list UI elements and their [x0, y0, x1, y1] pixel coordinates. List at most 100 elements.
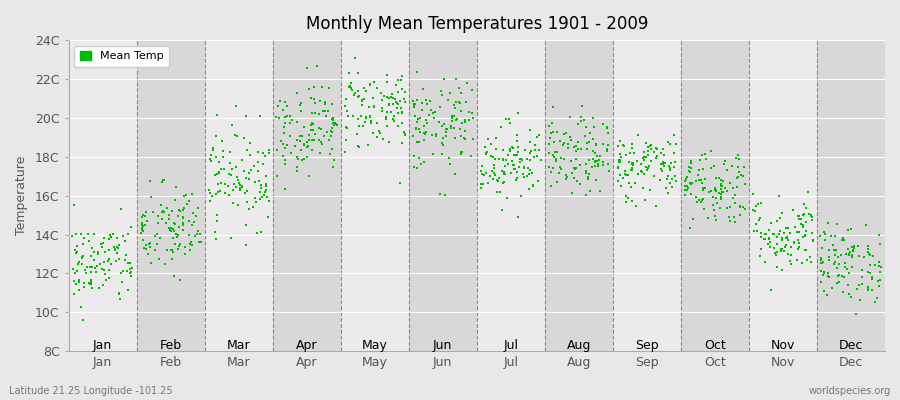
Point [443, 89, 457, 96]
Point [77, 267, 92, 273]
Point [435, 92, 449, 98]
Point [202, 198, 217, 204]
Point [407, 153, 421, 160]
Point [116, 233, 130, 240]
Point [720, 188, 734, 194]
Point [792, 240, 806, 246]
Point [277, 186, 292, 193]
Point [600, 142, 615, 149]
Point [550, 128, 564, 135]
Point [512, 159, 526, 165]
Point [428, 109, 442, 116]
Point [103, 256, 117, 262]
Point [223, 149, 238, 156]
Point [664, 159, 679, 166]
Point [325, 101, 339, 107]
Point [69, 268, 84, 274]
Point [447, 135, 462, 142]
Point [124, 273, 139, 279]
Point [646, 149, 661, 155]
Point [754, 200, 769, 206]
Point [610, 164, 625, 171]
Point [273, 115, 287, 121]
Point [619, 172, 634, 178]
Point [796, 234, 811, 240]
Point [805, 230, 819, 236]
Point [508, 177, 523, 183]
Point [591, 157, 606, 163]
Point [356, 97, 370, 104]
Point [720, 167, 734, 173]
Point [649, 155, 663, 161]
Point [862, 262, 877, 268]
Point [385, 91, 400, 98]
Point [758, 231, 772, 237]
Point [860, 246, 875, 252]
Point [176, 227, 190, 234]
Point [135, 225, 149, 232]
Point [707, 213, 722, 220]
Point [137, 245, 151, 252]
Point [170, 234, 184, 240]
Point [191, 205, 205, 212]
Point [505, 158, 519, 164]
Point [617, 142, 632, 149]
Point [567, 175, 581, 181]
Point [87, 265, 102, 271]
Point [548, 149, 562, 155]
Point [410, 165, 424, 171]
Point [259, 183, 274, 189]
Point [445, 114, 459, 120]
Point [861, 250, 876, 257]
Point [831, 254, 845, 261]
Point [251, 158, 266, 165]
Point [304, 136, 319, 143]
Point [153, 235, 167, 241]
Point [866, 252, 880, 259]
Point [780, 237, 795, 243]
Point [512, 164, 526, 171]
Point [438, 192, 453, 198]
Point [363, 82, 377, 88]
Point [313, 150, 328, 156]
Point [359, 88, 374, 94]
Point [379, 93, 393, 100]
Point [313, 97, 328, 104]
Point [662, 139, 676, 146]
Point [701, 188, 716, 195]
Point [156, 208, 170, 214]
Point [762, 244, 777, 250]
Point [276, 130, 291, 136]
Point [215, 138, 230, 144]
Point [398, 131, 412, 138]
Point [832, 279, 846, 286]
Point [300, 139, 314, 145]
Point [496, 156, 510, 162]
Point [216, 154, 230, 160]
Point [629, 203, 643, 210]
Point [103, 232, 117, 238]
Point [493, 189, 508, 195]
Point [290, 154, 304, 161]
Point [302, 173, 316, 179]
Point [484, 141, 499, 148]
Point [258, 173, 273, 180]
Point [641, 144, 655, 150]
Point [391, 77, 405, 83]
Point [230, 174, 244, 180]
Point [297, 141, 311, 148]
Point [517, 174, 531, 180]
Point [306, 84, 320, 90]
Point [657, 163, 671, 170]
Point [497, 169, 511, 175]
Point [697, 206, 711, 212]
Point [777, 230, 791, 236]
Point [777, 248, 791, 254]
Point [155, 179, 169, 185]
Point [316, 108, 330, 114]
Point [655, 161, 670, 167]
Point [543, 135, 557, 141]
Point [545, 104, 560, 110]
Point [599, 124, 614, 130]
Point [715, 189, 729, 196]
